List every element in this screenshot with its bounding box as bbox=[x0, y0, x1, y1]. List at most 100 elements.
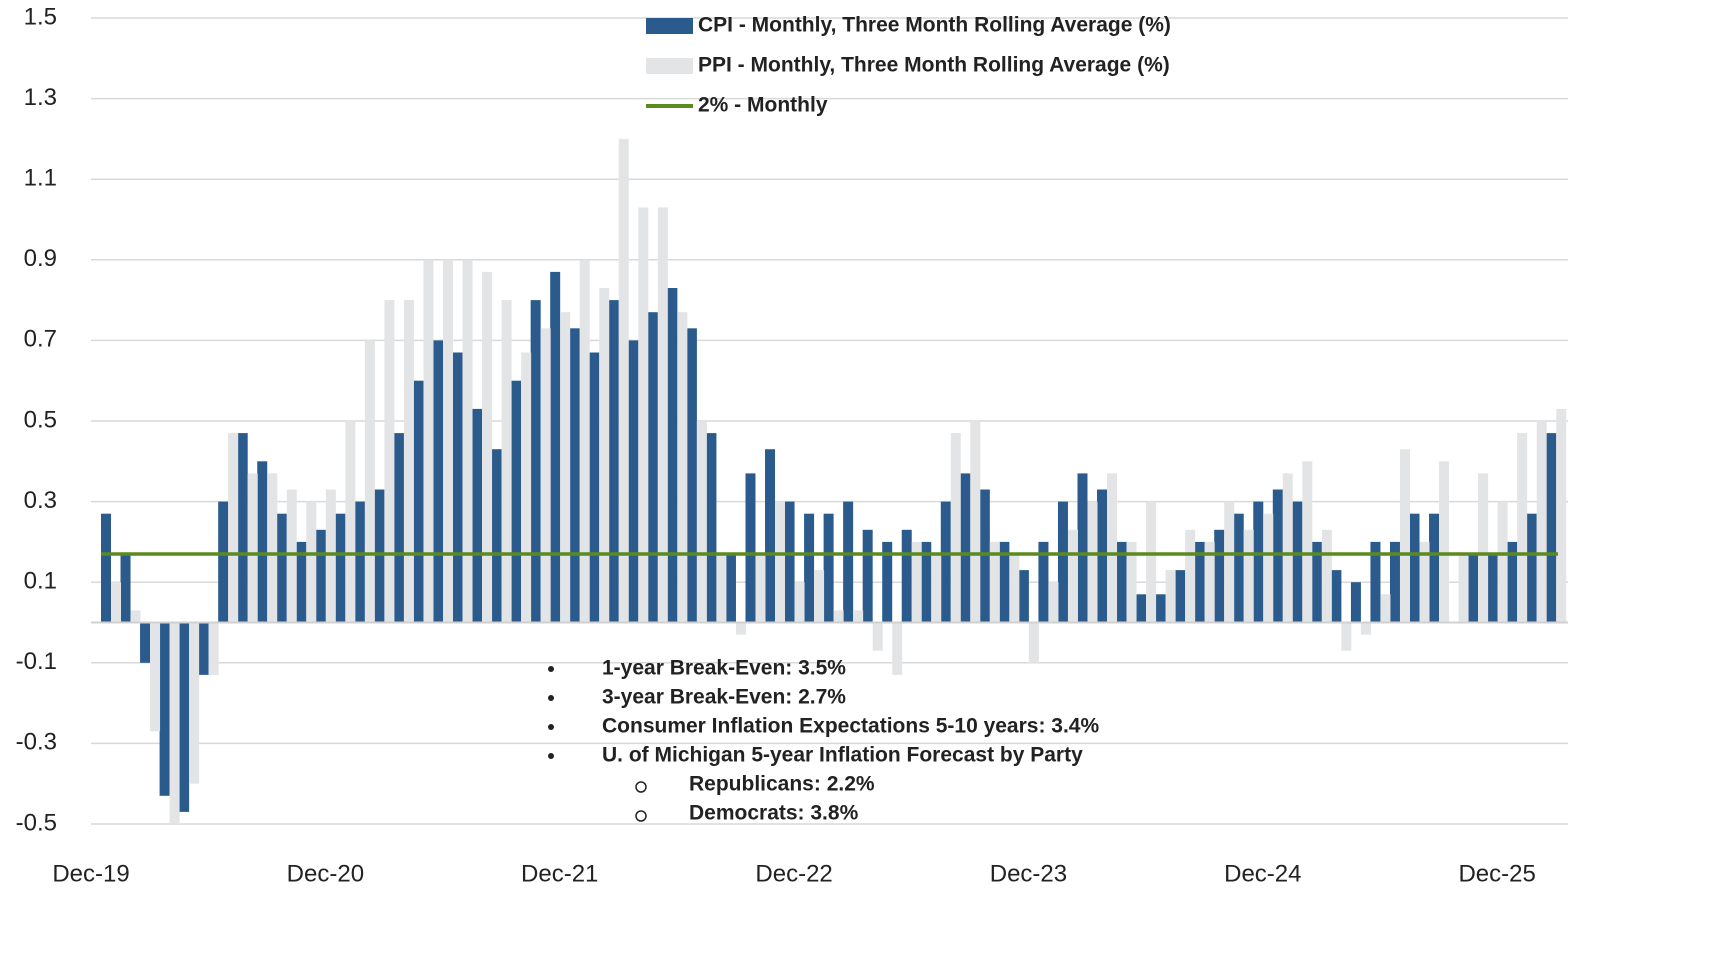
bar bbox=[345, 421, 356, 623]
legend-swatch bbox=[646, 58, 693, 74]
bar bbox=[1263, 513, 1274, 623]
bar bbox=[413, 380, 424, 623]
bar bbox=[1497, 501, 1508, 623]
bar bbox=[911, 541, 922, 623]
y-tick-label: 1.5 bbox=[24, 3, 57, 30]
bar bbox=[111, 582, 121, 623]
bar bbox=[1556, 408, 1567, 623]
bar bbox=[511, 380, 522, 623]
bar bbox=[999, 541, 1010, 623]
bar bbox=[618, 138, 629, 623]
bar bbox=[1458, 553, 1469, 623]
bar bbox=[1331, 570, 1342, 623]
bar bbox=[1136, 594, 1147, 623]
bullet bbox=[548, 753, 554, 759]
bar bbox=[1282, 473, 1293, 623]
x-tick-label: Dec-22 bbox=[755, 860, 832, 887]
legend-label: PPI - Monthly, Three Month Rolling Avera… bbox=[698, 54, 1170, 77]
bar bbox=[1341, 622, 1352, 651]
bar bbox=[296, 541, 307, 623]
bar bbox=[1048, 582, 1059, 623]
bar bbox=[1067, 529, 1078, 623]
bar bbox=[364, 340, 375, 623]
bar bbox=[1146, 501, 1157, 623]
bar bbox=[970, 421, 981, 623]
bar bbox=[696, 421, 707, 623]
bar bbox=[1517, 433, 1528, 623]
bar bbox=[833, 610, 844, 623]
bar bbox=[716, 553, 727, 623]
x-tick-label: Dec-24 bbox=[1224, 860, 1301, 887]
bar bbox=[208, 622, 219, 675]
bar bbox=[276, 513, 287, 623]
bar bbox=[1380, 594, 1391, 623]
bar bbox=[1253, 501, 1264, 623]
y-tick-label: 0.7 bbox=[24, 326, 57, 353]
bar bbox=[1311, 541, 1322, 623]
x-tick-label: Dec-19 bbox=[52, 860, 129, 887]
x-tick-label: Dec-20 bbox=[287, 860, 364, 887]
bar bbox=[335, 513, 346, 623]
bar bbox=[1038, 541, 1049, 623]
y-tick-label: -0.1 bbox=[16, 648, 57, 675]
bar bbox=[1165, 570, 1176, 623]
bar bbox=[823, 513, 834, 623]
bar bbox=[1302, 461, 1313, 623]
bar bbox=[1468, 553, 1479, 623]
bar bbox=[589, 352, 600, 623]
bullet bbox=[548, 666, 554, 672]
bar bbox=[882, 541, 893, 623]
bar bbox=[325, 489, 336, 623]
bar bbox=[1507, 541, 1518, 623]
bar bbox=[1224, 501, 1235, 623]
bar bbox=[1536, 421, 1547, 623]
bar bbox=[403, 300, 414, 623]
bar bbox=[443, 259, 454, 623]
bar bbox=[755, 553, 766, 623]
bar bbox=[1097, 489, 1108, 623]
bar bbox=[1028, 622, 1039, 663]
bar bbox=[628, 340, 639, 623]
bar bbox=[862, 529, 873, 623]
bar bbox=[306, 501, 317, 623]
bar bbox=[1018, 570, 1029, 623]
bar bbox=[550, 271, 561, 623]
bar bbox=[1077, 473, 1088, 623]
annotation: Republicans: 2.2% bbox=[689, 773, 875, 796]
bar bbox=[784, 501, 795, 623]
bar bbox=[1487, 553, 1498, 623]
bar bbox=[1478, 473, 1489, 623]
bar bbox=[1243, 529, 1254, 623]
bar bbox=[521, 352, 532, 623]
bar bbox=[530, 300, 541, 623]
bar bbox=[315, 529, 326, 623]
legend-swatch bbox=[646, 18, 693, 34]
bar bbox=[1175, 570, 1186, 623]
bar bbox=[374, 489, 385, 623]
bar bbox=[1429, 513, 1440, 623]
bar bbox=[599, 288, 610, 623]
bar bbox=[872, 622, 883, 651]
y-tick-label: 0.3 bbox=[24, 487, 57, 514]
y-tick-label: 1.1 bbox=[24, 165, 57, 192]
bar bbox=[218, 501, 229, 623]
bar bbox=[735, 622, 746, 635]
bar bbox=[950, 433, 961, 623]
bar bbox=[921, 541, 932, 623]
x-tick-label: Dec-25 bbox=[1458, 860, 1535, 887]
bar bbox=[667, 288, 678, 623]
bar bbox=[686, 328, 697, 623]
y-tick-label: 1.3 bbox=[24, 84, 57, 111]
bar bbox=[560, 312, 571, 623]
bar bbox=[1194, 541, 1205, 623]
bar bbox=[433, 340, 444, 623]
bar bbox=[150, 622, 161, 732]
bar bbox=[638, 207, 649, 623]
bar bbox=[1370, 541, 1381, 623]
annotation: 1-year Break-Even: 3.5% bbox=[602, 657, 846, 680]
bar bbox=[1546, 433, 1557, 623]
bar bbox=[491, 449, 502, 623]
y-tick-label: 0.1 bbox=[24, 568, 57, 595]
bar bbox=[1107, 473, 1118, 623]
bar bbox=[1409, 513, 1420, 623]
